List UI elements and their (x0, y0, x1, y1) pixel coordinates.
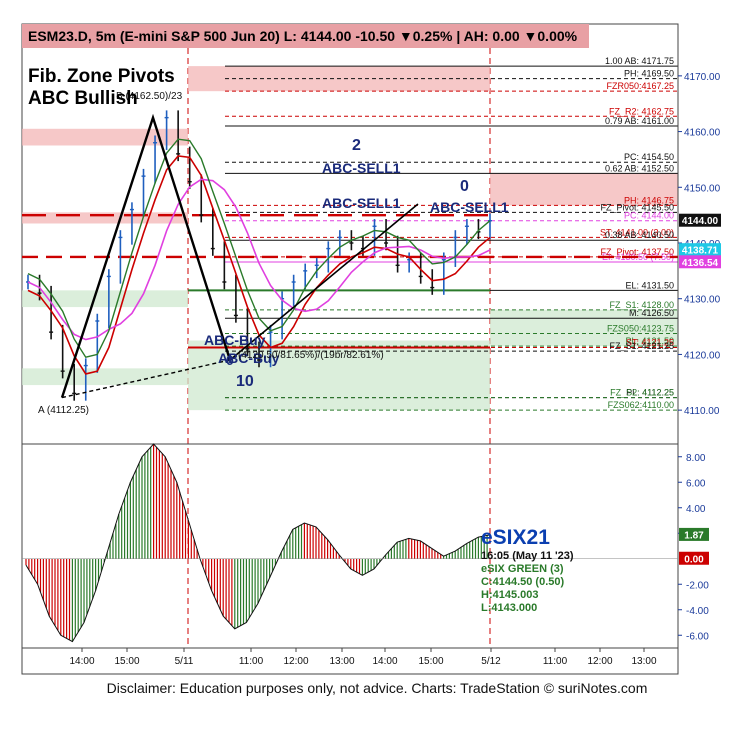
level-label-3: FZ_R2: 4162.75 (609, 106, 674, 116)
osc-badge-bg-1 (679, 551, 709, 565)
chart-annotation-8: ABC-Buy (218, 350, 280, 366)
chart-annotation-4: ABC-SELL1 (322, 195, 401, 211)
price-axis-label-0: 4110.00 (684, 406, 720, 417)
zone-g-right (490, 309, 678, 347)
x-axis-label-10: 12:00 (587, 656, 612, 667)
chart-annotation-11: (4120.50/81.65%)/(19br/82.61%) (238, 350, 384, 361)
x-axis-label-0: 14:00 (69, 656, 94, 667)
x-axis-label-7: 15:00 (418, 656, 443, 667)
zone-r-ph (490, 173, 678, 206)
zone-g-left1 (22, 290, 188, 308)
level-label-4: 0.79 AB: 4161.00 (605, 116, 674, 126)
esix-legend: eSIX21 16:05 (May 11 '23) eSIX GREEN (3)… (481, 526, 574, 615)
level-label-12: FZ_Pivot: 4137.50 (600, 247, 674, 257)
price-axis-label-2: 4130.00 (684, 295, 721, 306)
zone-r-left2 (22, 212, 188, 224)
osc-badge-0: 1.87 (684, 530, 704, 541)
level-label-2: FZR050:4167.25 (606, 81, 674, 91)
osc-axis-label-5: -4.00 (686, 606, 709, 617)
zone-g-left2 (22, 368, 188, 386)
price-axis-label-4: 4150.00 (684, 183, 721, 194)
chart-title: ESM23.D, 5m (E-mini S&P 500 Jun 20) L: 4… (28, 28, 578, 44)
level-label-23: FZS062:4110.00 (608, 400, 674, 410)
price-axis-label-5: 4160.00 (684, 128, 721, 139)
abc-base-line (61, 359, 231, 399)
chart-annotation-1: A (4112.25) (38, 405, 89, 416)
price-badge-bg-0 (679, 213, 721, 227)
strategy-line-1: Fib. Zone Pivots (28, 66, 175, 87)
esix-legend-state: eSIX GREEN (3) (481, 563, 564, 575)
osc-axis-label-0: 8.00 (686, 453, 706, 464)
osc-axis-label-1: 6.00 (686, 478, 706, 489)
osc-badge-bg-0 (679, 527, 709, 541)
level-label-19: ST: 4121.25 (626, 337, 674, 347)
disclaimer: Disclaimer: Education purposes only, not… (106, 680, 648, 696)
osc-outline (25, 443, 491, 643)
level-label-7: PH: 4146.75 (624, 195, 674, 205)
esix-legend-low: L:4143.000 (481, 602, 538, 614)
chart-title-bar: ESM23.D, 5m (E-mini S&P 500 Jun 20) L: 4… (22, 24, 589, 48)
level-label-21: PL: 4112.25 (626, 388, 674, 398)
x-axis-label-9: 11:00 (543, 656, 568, 667)
level-label-22: FZ_S2: 4112.25 (610, 388, 674, 398)
price-axis-label-6: 4170.00 (684, 72, 721, 83)
chart-annotation-6: ABC-SELL1 (430, 199, 509, 215)
x-axis-label-5: 13:00 (329, 656, 354, 667)
x-axis-label-8: 5/12 (481, 656, 501, 667)
price-badge-2: 4136.54 (682, 258, 719, 269)
level-label-8: FZ_Pivot: 4145.50 (600, 202, 674, 212)
x-axis-label-2: 5/11 (175, 656, 194, 667)
abc-extension-line (229, 203, 419, 361)
level-label-18: PL: 4121.50 (625, 336, 674, 346)
price-axis-label-1: 4120.00 (684, 350, 721, 361)
ma-green-line (27, 138, 491, 359)
strategy-label: Fib. Zone Pivots ABC Bullish (28, 66, 175, 110)
osc-axis-label-6: -6.00 (686, 631, 709, 642)
osc-axis-label-2: 4.00 (686, 504, 706, 515)
level-label-11: 0.38 AB: 4140.50 (605, 230, 674, 240)
level-label-0: 1.00 AB: 4171.75 (605, 56, 674, 66)
ma-slow-line (27, 178, 491, 341)
osc-badge-1: 0.00 (684, 554, 704, 565)
level-label-6: 0.62 AB: 4152.50 (605, 163, 674, 173)
chart-annotation-2: 2 (352, 137, 361, 154)
x-axis-label-3: 11:00 (239, 656, 264, 667)
level-label-1: PH: 4169.50 (624, 69, 674, 79)
x-axis-label-4: 12:00 (283, 656, 308, 667)
level-label-5: PC: 4154.50 (624, 152, 674, 162)
level-label-20: FZ_S1: 4121.25 (609, 341, 674, 351)
esix-legend-close: C:4144.50 (0.50) (481, 576, 565, 588)
price-badge-bg-1 (679, 243, 721, 257)
level-label-17: FZS050:4123.75 (607, 324, 674, 334)
x-axis-label-6: 14:00 (372, 656, 397, 667)
chart-annotation-0: B (4162.50)/23 (116, 91, 183, 102)
strategy-line-2: ABC Bullish (28, 88, 138, 109)
chart-annotation-7: ABC-Buy (204, 332, 266, 348)
price-badge-bg-2 (679, 255, 721, 269)
esix-legend-time: 16:05 (May 11 '23) (481, 550, 574, 562)
level-label-10: ST: 4141.00 (3.00) (600, 227, 674, 237)
chart-annotation-3: ABC-SELL1 (322, 160, 401, 176)
price-badge-1: 4138.71 (682, 246, 719, 257)
zone-r-left1 (22, 128, 188, 146)
chart-annotation-10: 10 (236, 373, 254, 390)
level-label-16: M: 4126.50 (629, 308, 674, 318)
chart-annotation-5: 0 (460, 178, 469, 195)
x-axis-label-1: 15:00 (114, 656, 139, 667)
price-badge-0: 4144.00 (682, 216, 719, 227)
chart-annotation-9: 0 (226, 352, 234, 368)
abc-pattern-line (60, 113, 232, 398)
x-axis-label-11: 13:00 (631, 656, 656, 667)
esix-legend-high: H:4145.003 (481, 589, 539, 601)
esix-title: eSIX21 (481, 526, 550, 549)
level-label-14: EL: 4131.50 (625, 280, 674, 290)
osc-axis-label-4: -2.00 (686, 580, 709, 591)
level-label-15: FZ_S1: 4128.00 (609, 300, 674, 310)
level-label-9: PC: 4144.00 (624, 211, 674, 221)
